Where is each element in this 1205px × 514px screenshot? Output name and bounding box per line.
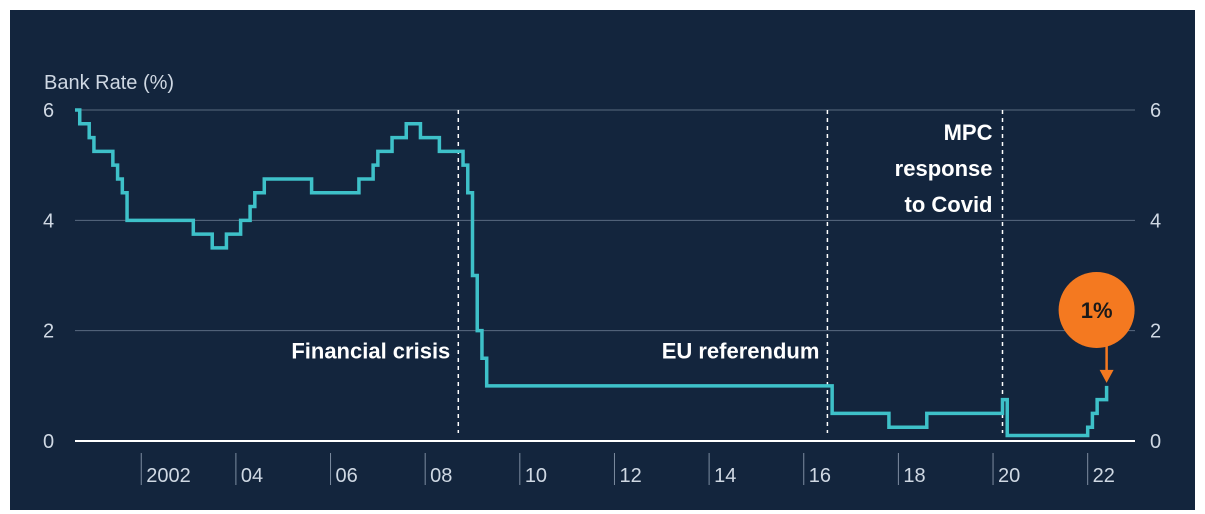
series-layer — [75, 108, 1109, 438]
x-tick-label: 2002 — [146, 465, 191, 487]
annotation-financial-crisis: Financial crisis — [291, 338, 450, 363]
x-tick-label: 04 — [241, 465, 263, 487]
y-tick-label-left: 6 — [43, 100, 54, 122]
y-axis-title: Bank Rate (%) — [44, 72, 174, 94]
x-tick-label: 08 — [430, 465, 452, 487]
y-tick-label-left: 2 — [43, 321, 54, 343]
annotation-eu-referendum: EU referendum — [662, 338, 820, 363]
event-lines — [457, 110, 1004, 433]
x-tick-label: 10 — [525, 465, 547, 487]
bank-rate-line — [75, 108, 1109, 438]
y-tick-label-right: 2 — [1150, 321, 1161, 343]
x-tick-label: 22 — [1093, 465, 1115, 487]
chart-panel: 0 0 2 2 4 4 6 6 2002 04 06 08 10 12 14 16 18 20 22 Financi… — [10, 10, 1195, 510]
y-tick-label-right: 6 — [1150, 100, 1161, 122]
y-tick-label-right: 4 — [1150, 210, 1161, 232]
y-tick-label-right: 0 — [1150, 431, 1161, 453]
x-tick-label: 06 — [336, 465, 358, 487]
x-tick-label: 14 — [714, 465, 736, 487]
x-tick-label: 16 — [809, 465, 831, 487]
callout-arrow-head — [1099, 369, 1114, 383]
x-tick-label: 18 — [903, 465, 925, 487]
y-tick-label-left: 4 — [43, 210, 54, 232]
label-layer: Financial crisis EU referendum MPC response… — [291, 120, 1135, 383]
callout-label: 1% — [1081, 298, 1113, 323]
callout-circle — [1058, 272, 1135, 348]
x-tick-label: 12 — [619, 465, 641, 487]
annotation-mpc-covid-line: response — [895, 156, 993, 181]
annotation-mpc-covid-line: to Covid — [905, 192, 993, 217]
x-tick-label: 20 — [998, 465, 1020, 487]
y-tick-label-left: 0 — [43, 431, 54, 453]
annotation-mpc-covid-line: MPC — [944, 120, 993, 145]
